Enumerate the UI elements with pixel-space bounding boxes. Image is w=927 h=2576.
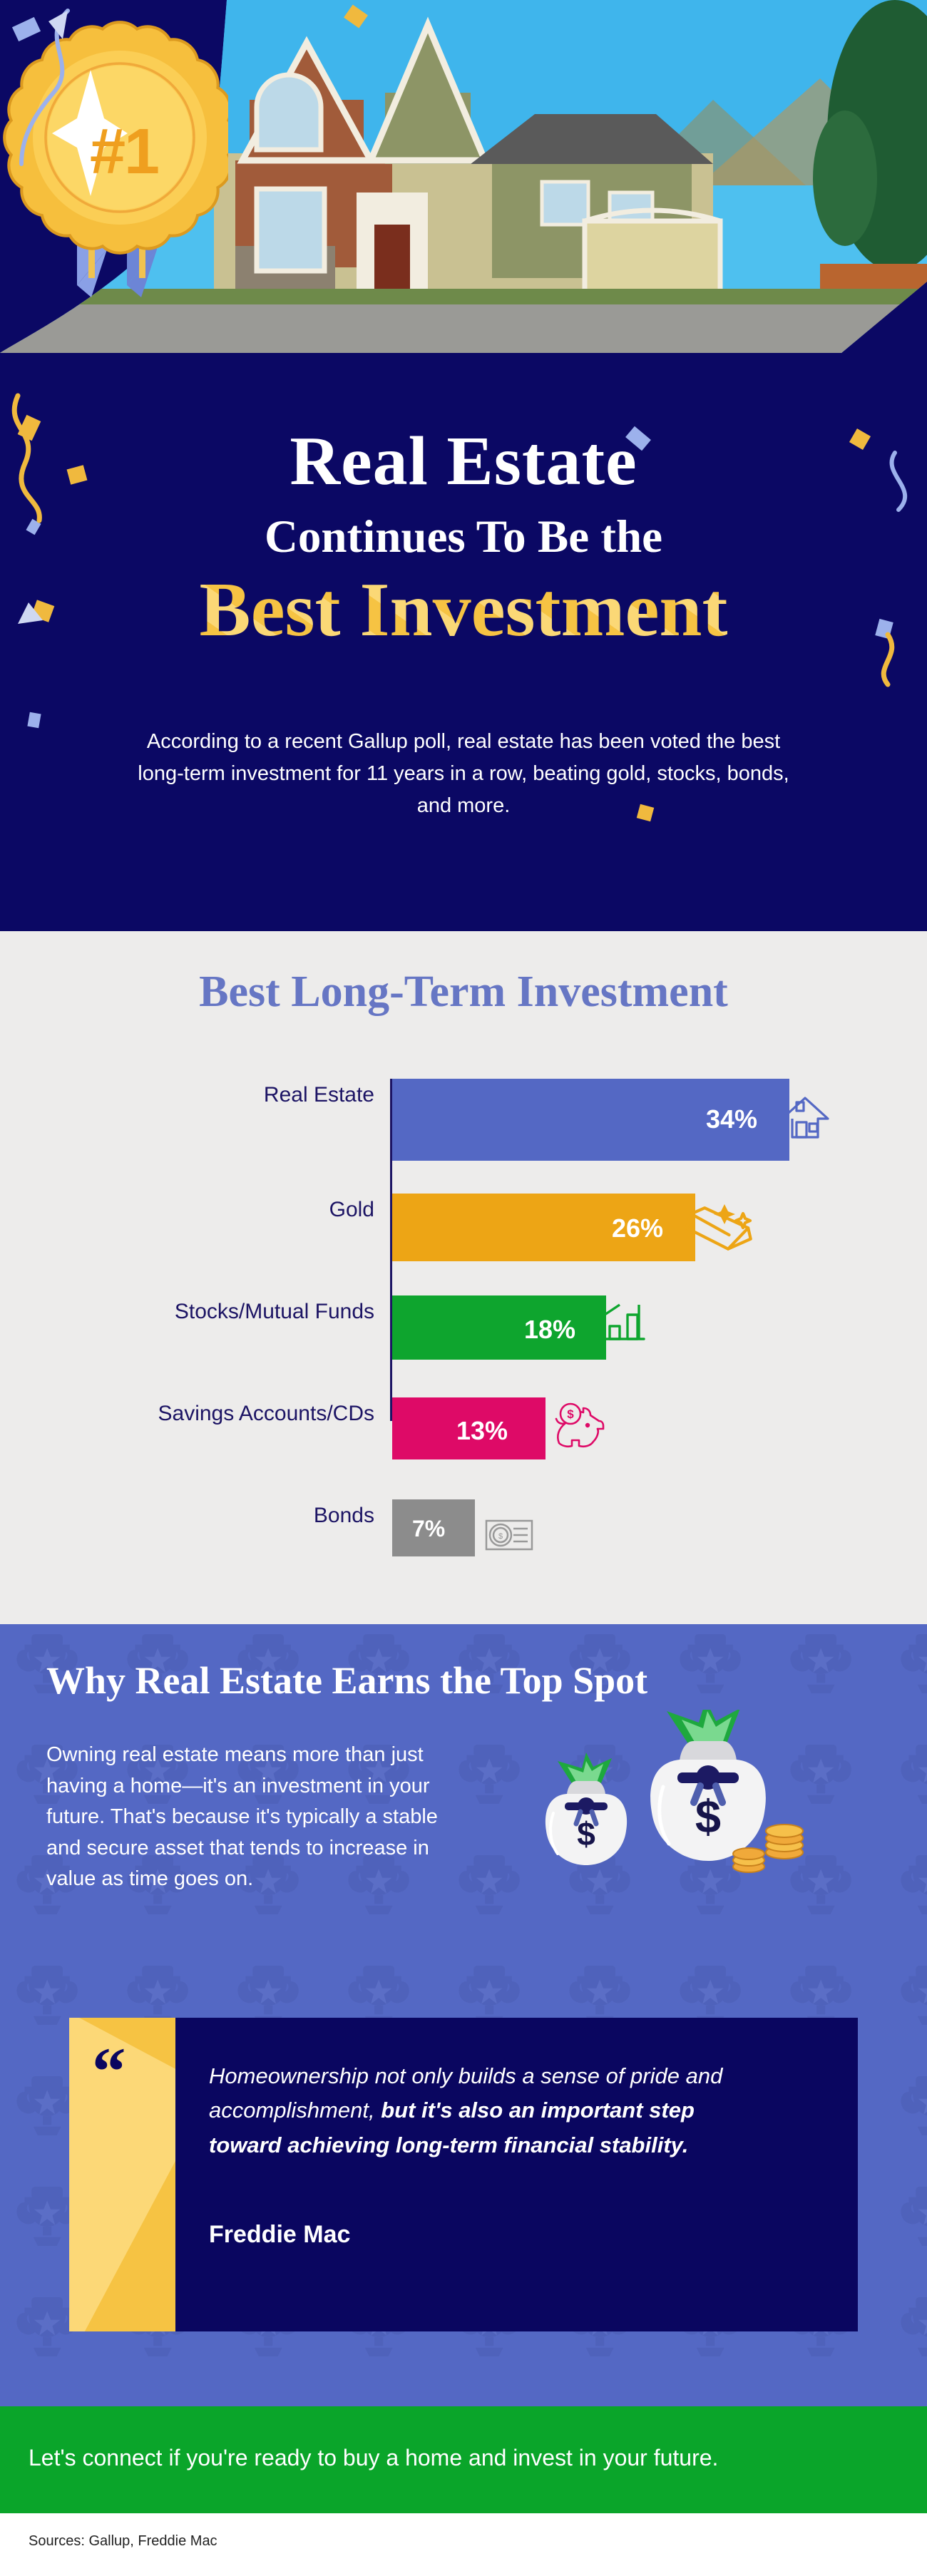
svg-text:$: $ [498, 1532, 503, 1541]
svg-text:$: $ [567, 1407, 574, 1421]
svg-text:$: $ [577, 1815, 595, 1852]
svg-text:$: $ [695, 1790, 721, 1842]
